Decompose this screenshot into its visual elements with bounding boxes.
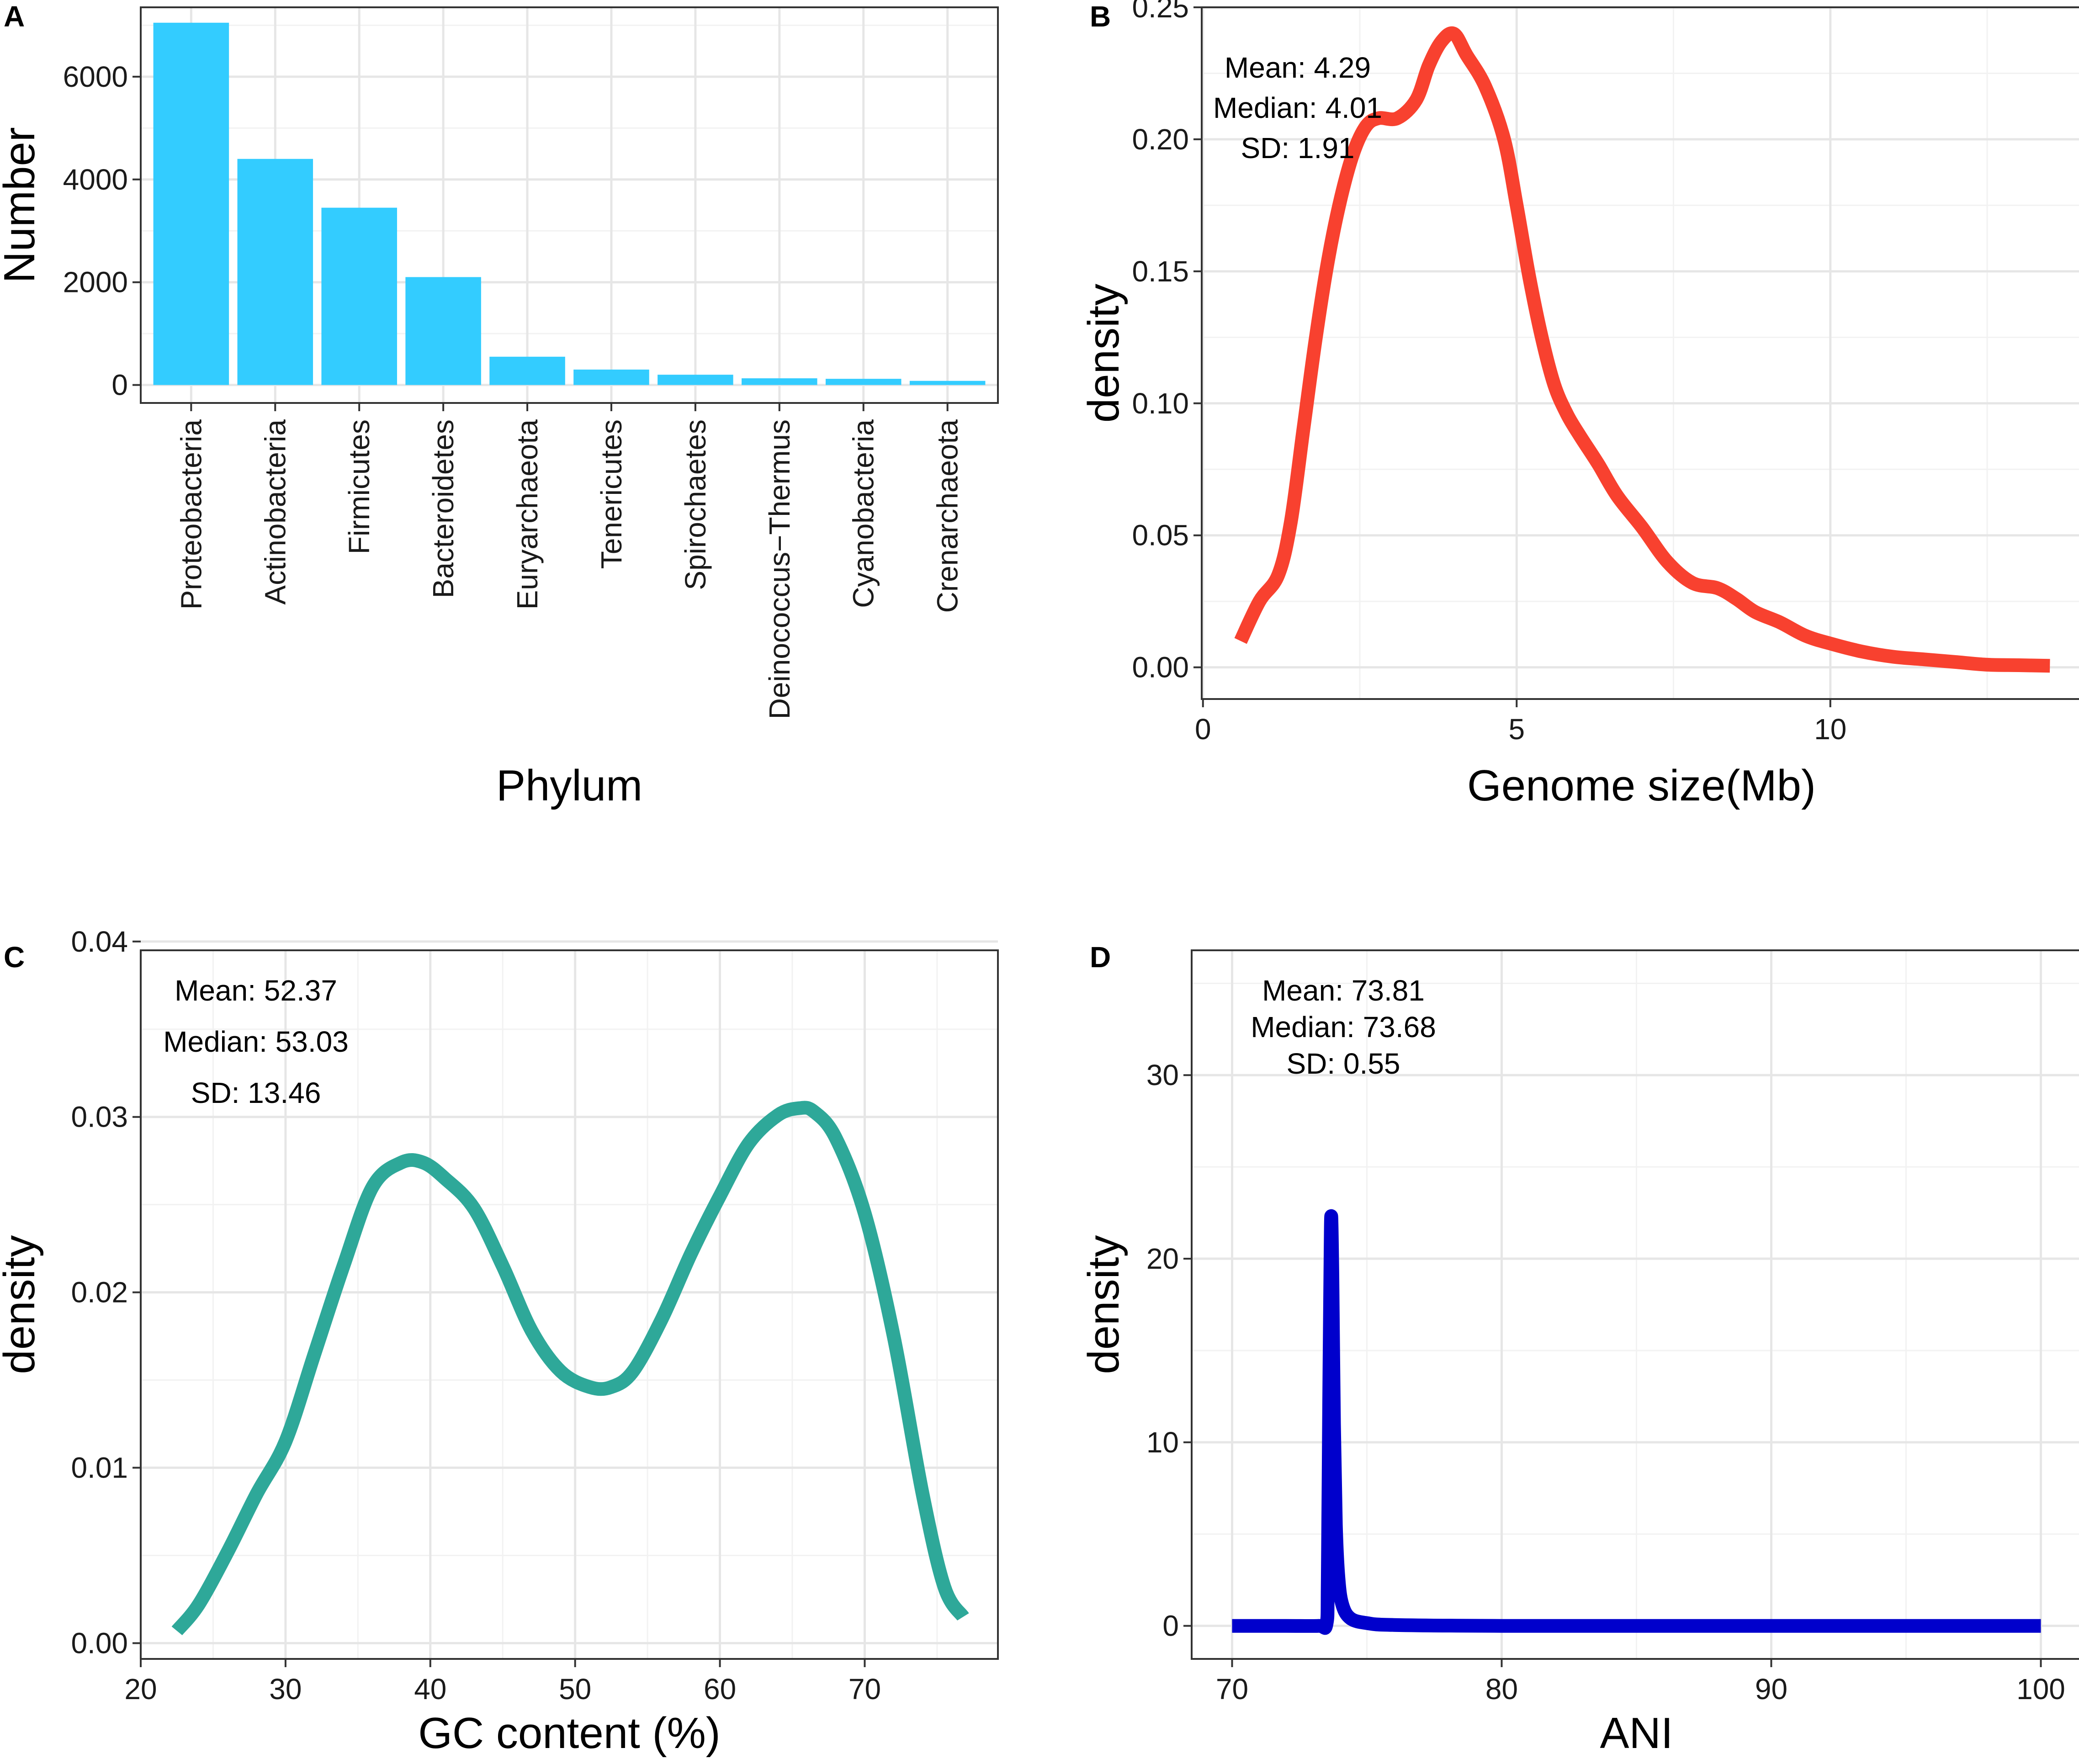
y-tick-label: 6000	[63, 60, 128, 93]
stat-annotation: Median: 53.03	[163, 1025, 349, 1058]
y-axis-title: density	[1079, 284, 1128, 423]
x-tick-label: Bacteroidetes	[427, 419, 460, 598]
x-tick-label: 70	[1216, 1673, 1248, 1706]
panel-d-chart: 0 10 20 30 70 80 90 100 ANI density Mean: 73.81 Med…	[1079, 949, 2079, 1758]
plot-border	[1201, 6, 2079, 700]
y-tick-label: 0.20	[1132, 123, 1189, 156]
panel-letter-b: B	[1090, 0, 1111, 33]
y-tick-label: 0.15	[1132, 255, 1189, 288]
y-tick-label: 0.02	[71, 1276, 128, 1309]
y-tick-label: 0.03	[71, 1101, 128, 1134]
panel-c: C 0.00 0.01 0.02 0.03 0.04 20 30 40 50 60 70 GC con…	[0, 925, 999, 1758]
bar	[405, 277, 481, 385]
y-tick-label: 0.25	[1132, 0, 1189, 24]
plot-background	[141, 950, 998, 1659]
bar	[153, 22, 229, 385]
y-axis-title: Number	[0, 127, 44, 283]
stat-annotation: SD: 1.91	[1241, 132, 1354, 164]
panel-letter-c: C	[4, 941, 25, 974]
plot-border	[1191, 949, 2079, 1660]
x-tick-label: 40	[414, 1673, 446, 1706]
panel-b: B 0.00 0.05 0.10 0.15 0.20 0.25 0 5 10 Genome siz…	[1079, 0, 2079, 810]
y-tick-label: 0.00	[71, 1626, 128, 1659]
x-axis-title: Genome size(Mb)	[1467, 761, 1816, 810]
x-tick-label: 30	[269, 1673, 302, 1706]
panel-letter-d: D	[1090, 941, 1111, 974]
y-tick-label: 0.04	[71, 925, 128, 958]
x-axis-title: ANI	[1600, 1709, 1673, 1758]
y-axis-title: density	[1079, 1235, 1128, 1374]
x-tick-label: Spirochaetes	[679, 419, 712, 590]
stat-annotation: SD: 13.46	[191, 1076, 321, 1109]
bar	[321, 207, 397, 385]
bar	[237, 159, 313, 385]
x-tick-label: Proteobacteria	[175, 419, 207, 610]
bar	[909, 381, 986, 385]
y-tick-label: 2000	[63, 266, 128, 299]
plot-background	[1202, 7, 2079, 699]
stat-annotation: SD: 0.55	[1286, 1047, 1400, 1080]
y-tick-label: 0	[111, 369, 128, 402]
stat-annotation: Mean: 4.29	[1225, 51, 1371, 84]
x-tick-label: 20	[124, 1673, 157, 1706]
bar	[489, 356, 565, 385]
plot-border	[140, 949, 999, 1660]
stat-annotation: Median: 73.68	[1251, 1011, 1436, 1044]
y-tick-label: 0	[1162, 1610, 1179, 1642]
x-tick-label: 10	[1814, 713, 1846, 746]
y-axis-title: density	[0, 1235, 44, 1374]
x-tick-label: Deinococcus−Thermus	[763, 419, 796, 719]
y-tick-label: 20	[1146, 1242, 1179, 1275]
x-tick-label: Cyanobacteria	[847, 419, 880, 608]
y-tick-label: 10	[1146, 1426, 1179, 1459]
x-tick-label: 5	[1508, 713, 1525, 746]
plot-border	[140, 6, 999, 404]
stat-annotation: Mean: 52.37	[175, 974, 337, 1007]
bar	[825, 379, 902, 385]
panel-letter-a: A	[4, 0, 25, 33]
x-tick-label: Tenericutes	[595, 419, 628, 569]
x-tick-label: Euryarchaeota	[511, 419, 544, 610]
density-line	[1234, 26, 2050, 673]
panel-b-chart: 0.00 0.05 0.10 0.15 0.20 0.25 0 5 10 Genome size(…	[1079, 0, 2079, 810]
x-tick-label: 100	[2016, 1673, 2065, 1706]
panel-a: A 0 2000 4000 6000 Proteobacteria Actinobacte…	[0, 0, 999, 810]
stat-annotation: Mean: 73.81	[1262, 974, 1425, 1007]
panel-d: D 0 10 20 30 70 80 90 100 ANI density Mean: 73.81 M…	[1079, 941, 2079, 1758]
x-tick-label: Firmicutes	[343, 419, 376, 554]
x-tick-label: Actinobacteria	[259, 419, 292, 605]
x-tick-label: 50	[559, 1673, 591, 1706]
x-tick-label: Crenarchaeota	[931, 419, 964, 613]
panel-a-chart: 0 2000 4000 6000 Proteobacteria Actinobacteri…	[0, 6, 999, 810]
y-tick-label: 0.10	[1132, 387, 1189, 420]
x-tick-label: 80	[1485, 1673, 1518, 1706]
bar	[658, 375, 733, 385]
x-tick-label: 90	[1755, 1673, 1787, 1706]
x-axis-title: Phylum	[496, 761, 642, 810]
y-tick-label: 0.01	[71, 1451, 128, 1484]
bar	[573, 369, 649, 385]
y-tick-label: 0.00	[1132, 651, 1189, 684]
y-tick-label: 30	[1146, 1059, 1179, 1091]
y-tick-label: 0.05	[1132, 519, 1189, 552]
density-line	[171, 1101, 969, 1636]
x-tick-label: 70	[849, 1673, 881, 1706]
y-tick-label: 4000	[63, 163, 128, 196]
x-tick-label: 0	[1195, 713, 1211, 746]
bar	[742, 378, 817, 385]
panel-c-chart: 0.00 0.01 0.02 0.03 0.04 20 30 40 50 60 70 GC conte…	[0, 925, 999, 1758]
x-axis-title: GC content (%)	[418, 1709, 721, 1758]
stat-annotation: Median: 4.01	[1213, 91, 1382, 124]
density-line	[1232, 1209, 2041, 1635]
x-tick-label: 60	[704, 1673, 736, 1706]
